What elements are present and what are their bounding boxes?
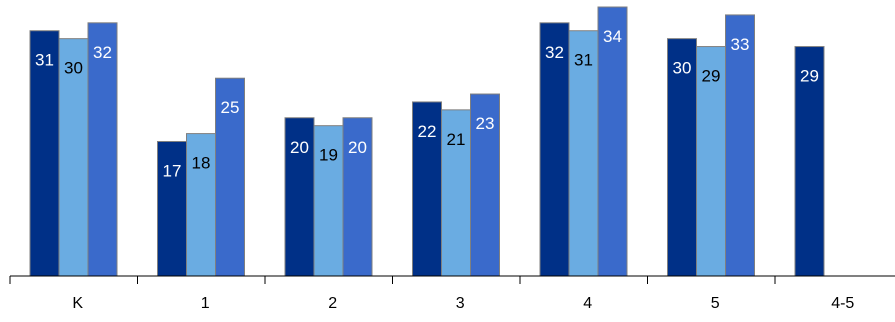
bar-K-series-1: [29, 30, 60, 277]
x-tick-label-4: 4: [583, 295, 592, 312]
value-label-5-series-2: 29: [702, 67, 721, 86]
x-tick-label-4-5: 4-5: [831, 295, 854, 312]
bar-4-5-series-1: [794, 46, 825, 277]
value-label-1-series-3: 25: [221, 98, 240, 117]
bar-5-series-3: [725, 14, 755, 277]
value-label-4-series-1: 32: [545, 43, 564, 62]
value-label-5-series-1: 30: [673, 59, 692, 78]
bar-5-series-2: [696, 46, 726, 277]
bar-4-series-3: [597, 6, 628, 277]
bar-3-series-1: [412, 101, 442, 277]
value-label-2-series-3: 20: [348, 138, 367, 157]
x-tick-label-K: K: [72, 295, 83, 312]
value-label-3-series-3: 23: [476, 114, 495, 133]
x-tick-label-1: 1: [201, 295, 210, 312]
bar-1-series-3: [215, 77, 245, 277]
value-label-2-series-2: 19: [319, 146, 338, 165]
bar-3-series-3: [470, 93, 500, 277]
bars-layer: [29, 6, 825, 277]
value-label-4-series-3: 34: [603, 27, 622, 46]
x-tick-label-3: 3: [456, 295, 465, 312]
value-label-4-series-2: 31: [574, 51, 593, 70]
value-label-3-series-1: 22: [418, 122, 437, 141]
value-label-K-series-3: 32: [93, 43, 112, 62]
x-axis: K 1 2 3 4 5 4-5: [9, 275, 895, 312]
bar-2-series-2: [313, 125, 344, 277]
bar-K-series-3: [87, 22, 118, 277]
value-label-5-series-3: 33: [731, 35, 750, 54]
value-label-K-series-1: 31: [35, 51, 54, 70]
value-labels-layer: 31 30 32 17 18 25 20 19 20 22 21 23 32 31 34 30 29 33 29: [35, 27, 819, 181]
value-label-1-series-1: 17: [163, 162, 182, 181]
value-label-2-series-1: 20: [290, 138, 309, 157]
x-tick-label-2: 2: [328, 295, 337, 312]
value-label-4-5-series-1: 29: [800, 67, 819, 86]
value-label-3-series-2: 21: [447, 130, 466, 149]
value-label-K-series-2: 30: [64, 59, 83, 78]
bar-4-series-2: [568, 30, 599, 277]
x-tick-label-5: 5: [711, 295, 720, 312]
value-label-1-series-2: 18: [192, 154, 211, 173]
bar-K-series-2: [58, 38, 89, 277]
